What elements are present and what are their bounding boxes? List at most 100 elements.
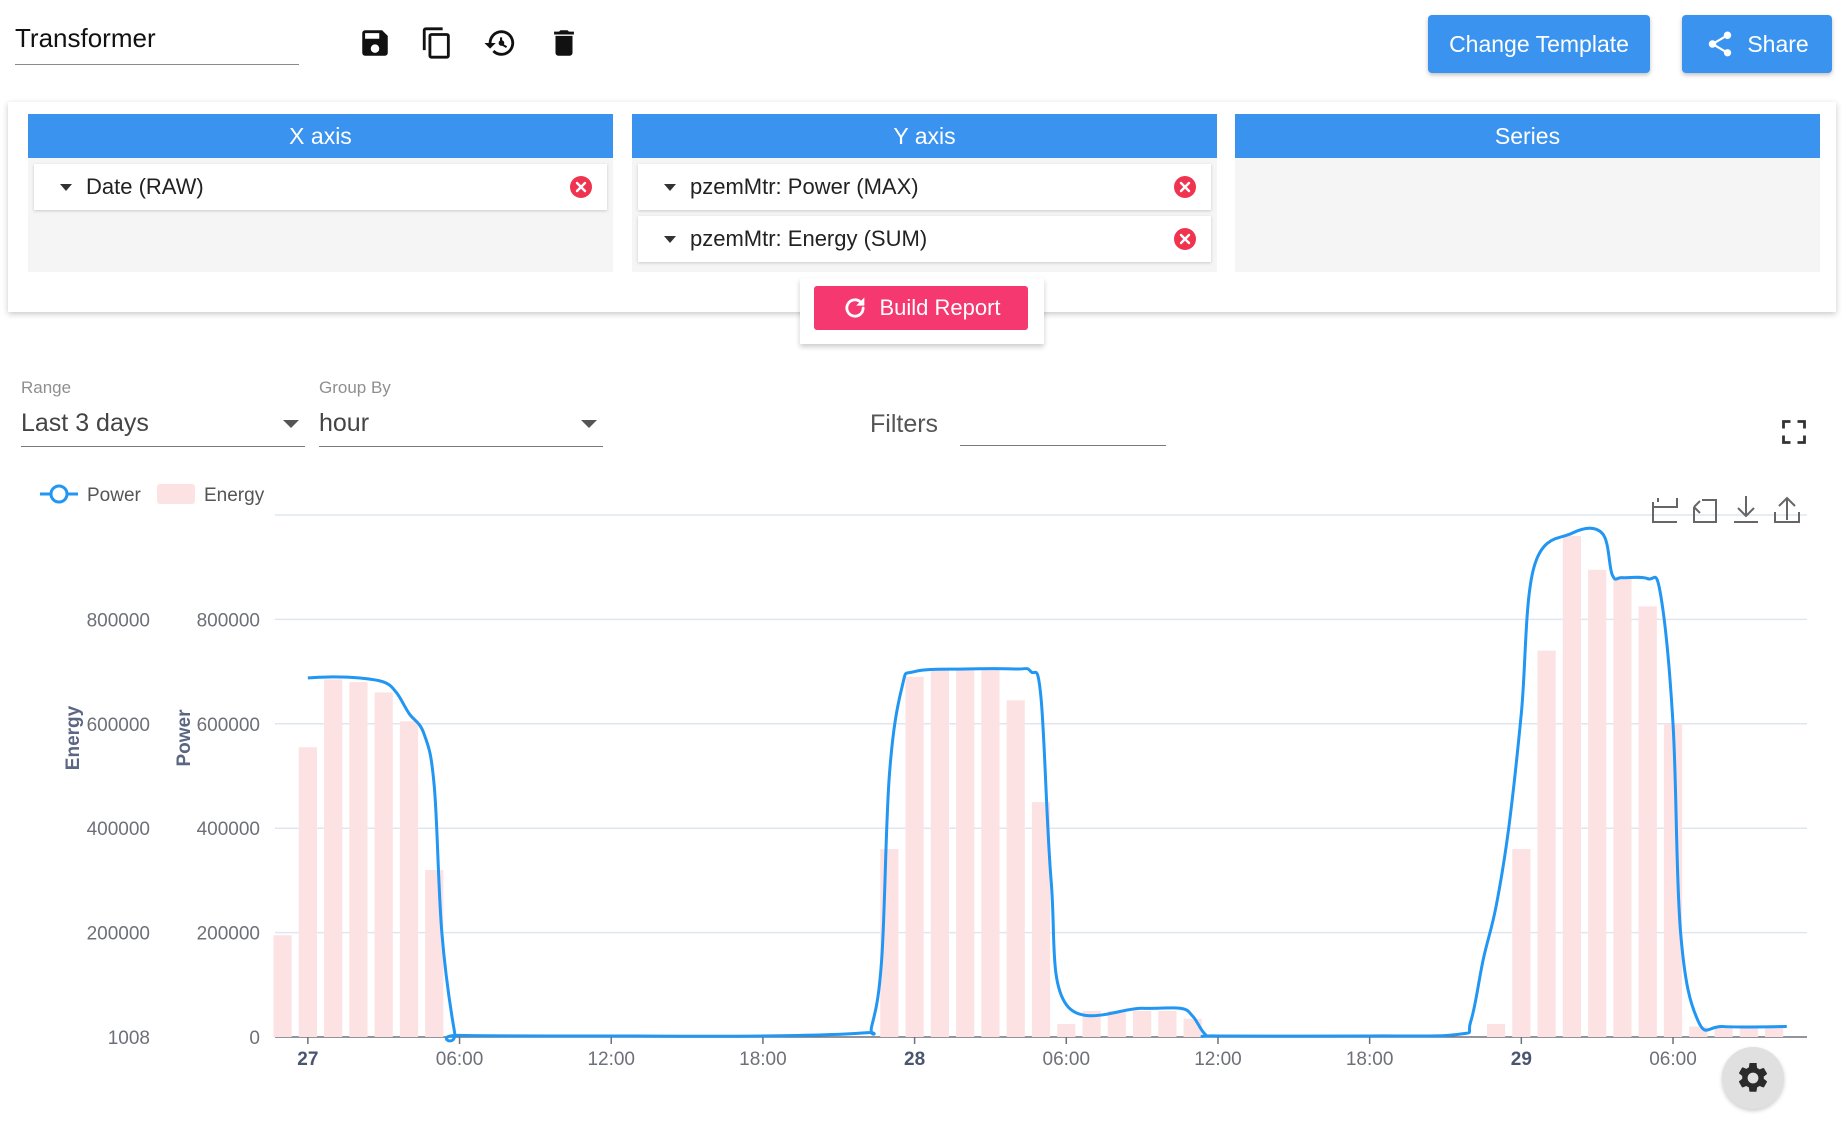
power-tick-label: 600000 [197,715,260,736]
power-axis-label: Power [174,709,195,767]
energy-bar[interactable] [981,670,1000,1037]
energy-tick-label: 400000 [87,819,150,840]
energy-bar[interactable] [905,676,924,1037]
y-axis-field-chip[interactable]: pzemMtr: Power (MAX) [638,164,1211,210]
download-icon[interactable] [1734,496,1758,523]
energy-bar[interactable] [1486,1023,1506,1037]
energy-bar[interactable] [1031,802,1051,1037]
x-tick-label: 12:00 [587,1049,635,1070]
restore-icon[interactable] [483,26,517,60]
energy-bar[interactable] [1158,1010,1177,1037]
group-by-value: hour [319,408,370,437]
energy-bar[interactable] [298,747,317,1037]
x-tick-label: 06:00 [1649,1049,1697,1070]
x-tick-label: 12:00 [1194,1049,1242,1070]
energy-bar[interactable] [956,670,975,1037]
energy-bars [273,535,1784,1037]
x-tick-label: 06:00 [1043,1049,1091,1070]
build-report-container: Build Report [800,278,1044,344]
power-series-line [307,526,1787,1043]
legend-energy-label: Energy [204,485,265,506]
x-tick-label: 18:00 [739,1049,787,1070]
settings-button[interactable] [1722,1047,1784,1109]
remove-icon[interactable] [1173,175,1197,199]
y-axis-header: Y axis [632,114,1217,158]
change-template-button[interactable]: Change Template [1428,15,1650,73]
x-axis-header: X axis [28,114,613,158]
energy-bar[interactable] [324,679,343,1037]
x-tick-label: 27 [297,1049,318,1070]
group-by-label: Group By [319,378,391,397]
y-axis-ticks: 1008 200000 400000 600000 800000 0 200000 40000… [87,610,260,1049]
dropdown-arrow-icon [283,420,299,428]
share-button[interactable]: Share [1682,15,1832,73]
legend-power-label: Power [87,485,142,506]
energy-bar[interactable] [930,670,949,1037]
legend-power[interactable]: Power [40,484,142,506]
energy-bar[interactable] [1082,1010,1101,1037]
power-tick-label: 200000 [197,924,260,945]
energy-bar[interactable] [273,935,292,1037]
range-select[interactable]: Last 3 days [21,400,305,447]
share-icon [1709,31,1732,57]
chevron-down-icon[interactable] [664,235,676,243]
report-title-field[interactable]: Transformer [15,18,299,65]
upload-icon[interactable] [1774,496,1800,523]
power-tick-label: 0 [249,1028,260,1049]
y-axis-field-label: pzemMtr: Power (MAX) [690,174,919,199]
energy-tick-label: 200000 [87,924,150,945]
chevron-down-icon[interactable] [60,183,72,191]
energy-bar[interactable] [1133,1010,1152,1037]
zoom-reset-icon[interactable] [1693,499,1717,523]
energy-bar[interactable] [1714,1026,1733,1037]
energy-bar[interactable] [1006,700,1025,1037]
y-axis-field-chip[interactable]: pzemMtr: Energy (SUM) [638,216,1211,262]
energy-tick-label: 800000 [87,610,150,631]
report-chart: 1008 200000 400000 600000 800000 0 200000 40000… [40,484,1807,1070]
chevron-down-icon[interactable] [664,183,676,191]
x-axis-field-chip[interactable]: Date (RAW) [34,164,607,210]
energy-bar[interactable] [1638,606,1657,1037]
energy-bar[interactable] [374,692,393,1037]
change-template-label: Change Template [1449,30,1629,57]
zoom-icon[interactable] [1652,498,1678,523]
copy-icon[interactable] [420,26,454,60]
range-label: Range [21,378,72,397]
energy-bar[interactable] [425,869,444,1037]
refresh-icon [845,297,866,318]
power-tick-label: 400000 [197,819,260,840]
energy-bar[interactable] [1537,650,1556,1037]
legend-power-marker [49,484,69,504]
energy-bar[interactable] [1663,723,1683,1037]
y-axis-field-label: pzemMtr: Energy (SUM) [690,226,928,251]
delete-icon[interactable] [547,26,581,60]
energy-bar[interactable] [1739,1026,1758,1037]
build-report-button[interactable]: Build Report [814,286,1028,330]
energy-tick-label: 1008 [108,1028,150,1049]
filters-input[interactable] [960,400,1166,446]
energy-bar[interactable] [1613,577,1632,1037]
remove-icon[interactable] [1173,227,1197,251]
x-axis-ticks: 27 06:00 12:00 18:00 28 06:00 12:00 18:00 29 06:0… [297,1037,1697,1070]
report-title[interactable]: Transformer [15,23,156,53]
legend-energy-swatch [157,484,195,504]
energy-bar[interactable] [1588,569,1607,1037]
x-axis-field-label: Date (RAW) [86,174,204,199]
gear-icon [1738,1062,1768,1092]
energy-bar[interactable] [1562,535,1581,1037]
energy-bar[interactable] [1689,1026,1708,1037]
remove-icon[interactable] [569,175,593,199]
energy-bar[interactable] [1512,849,1531,1037]
save-icon[interactable] [358,26,392,60]
energy-bar[interactable] [1107,1010,1126,1037]
energy-bar[interactable] [1765,1026,1784,1037]
group-by-select[interactable]: hour [319,400,603,447]
energy-bar[interactable] [1057,1023,1076,1037]
fullscreen-icon[interactable] [1780,418,1808,446]
build-report-label: Build Report [879,295,1001,320]
x-tick-label: 28 [904,1049,925,1070]
energy-bar[interactable] [399,721,419,1037]
power-tick-label: 800000 [197,610,260,631]
legend-energy[interactable]: Energy [157,484,265,506]
energy-bar[interactable] [349,682,368,1037]
